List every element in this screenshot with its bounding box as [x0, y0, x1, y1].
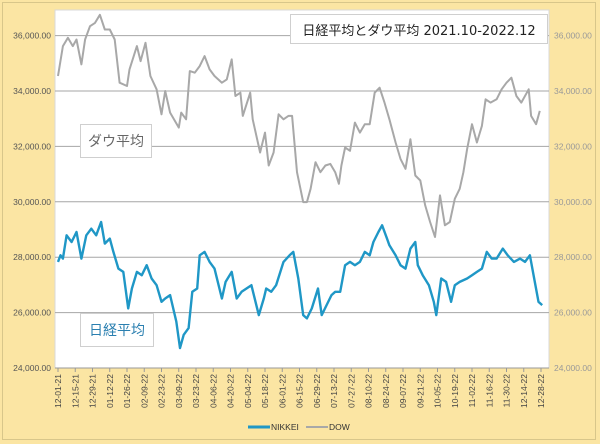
x-tick-label: 12-29-21 — [88, 374, 98, 408]
legend-label-dow: DOW — [329, 422, 350, 432]
x-tick-label: 07-13-22 — [329, 374, 339, 408]
x-tick-label: 09-07-22 — [398, 374, 408, 408]
series-line-dow — [57, 13, 541, 238]
x-tick-label: 05-18-22 — [260, 374, 270, 408]
nikkei-annotation: 日経平均 — [80, 313, 154, 347]
x-tick-label: 03-09-22 — [174, 374, 184, 408]
x-tick-label: 12-01-21 — [53, 374, 63, 408]
x-tick-label: 09-21-22 — [415, 374, 425, 408]
x-tick-label: 01-26-22 — [122, 374, 132, 408]
y-tick-label-right: 24,000.00 — [554, 363, 592, 373]
x-tick-label: 04-20-22 — [226, 374, 236, 408]
y-tick-label-right: 26,000.00 — [554, 308, 592, 318]
legend-label-nikkei: NIKKEI — [271, 422, 299, 432]
y-tick-label-right: 32,000.00 — [554, 141, 592, 151]
y-tick-label-right: 30,000.00 — [554, 197, 592, 207]
y-tick-label-right: 34,000.00 — [554, 86, 592, 96]
x-tick-label: 11-02-22 — [467, 374, 477, 408]
y-tick-label-right: 28,000.00 — [554, 252, 592, 262]
y-tick-label-left: 30,000.00 — [13, 197, 51, 207]
chart-title: 日経平均とダウ平均 2021.10-2022.12 — [290, 14, 548, 44]
x-tick-label: 11-16-22 — [484, 374, 494, 408]
x-tick-label: 11-30-22 — [502, 374, 512, 408]
y-tick-label-left: 32,000.00 — [13, 141, 51, 151]
x-tick-label: 07-27-22 — [346, 374, 356, 408]
y-tick-label-left: 34,000.00 — [13, 86, 51, 96]
x-tick-label: 02-23-22 — [157, 374, 167, 408]
chart-frame — [2, 2, 596, 440]
x-tick-label: 06-29-22 — [312, 374, 322, 408]
x-tick-label: 02-09-22 — [139, 374, 149, 408]
x-tick-label: 04-06-22 — [208, 374, 218, 408]
x-tick-label: 12-28-22 — [536, 374, 546, 408]
x-tick-label: 10-05-22 — [433, 374, 443, 408]
x-tick-label: 03-23-22 — [191, 374, 201, 408]
series-line-nikkei — [56, 220, 543, 350]
x-tick-label: 01-12-22 — [105, 374, 115, 408]
y-tick-label-left: 28,000.00 — [13, 252, 51, 262]
x-tick-label: 05-04-22 — [243, 374, 253, 408]
x-tick-label: 06-01-22 — [277, 374, 287, 408]
x-tick-label: 12-15-21 — [70, 374, 80, 408]
y-tick-label-left: 36,000.00 — [13, 31, 51, 41]
x-tick-label: 12-14-22 — [519, 374, 529, 408]
y-tick-label-right: 36,000.00 — [554, 31, 592, 41]
y-tick-label-left: 24,000.00 — [13, 363, 51, 373]
x-tick-label: 06-15-22 — [295, 374, 305, 408]
y-tick-label-left: 26,000.00 — [13, 308, 51, 318]
x-tick-label: 08-10-22 — [364, 374, 374, 408]
dow-annotation: ダウ平均 — [80, 124, 152, 158]
x-tick-label: 10-19-22 — [450, 374, 460, 408]
x-tick-label: 08-24-22 — [381, 374, 391, 408]
